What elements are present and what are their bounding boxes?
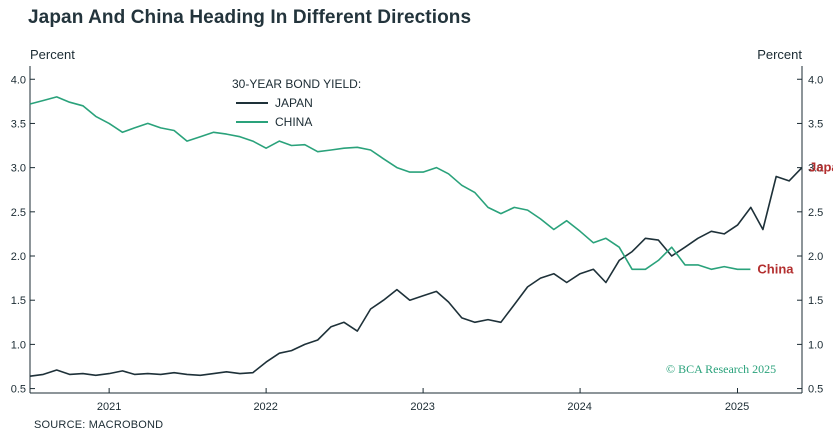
japan-end-label: Japan <box>809 160 833 175</box>
y-tick-label-left: 4.0 <box>11 74 26 86</box>
y-tick-label-left: 3.5 <box>11 118 26 130</box>
y-tick-label-left: 1.5 <box>11 295 26 307</box>
y-tick-label-right: 2.5 <box>808 207 823 219</box>
y-tick-label-right: 1.5 <box>808 295 823 307</box>
x-tick-label: 2022 <box>253 401 277 413</box>
y-tick-label-right: 0.5 <box>808 384 823 396</box>
y-tick-label-right: 1.0 <box>808 339 823 351</box>
x-tick-label: 2021 <box>97 401 121 413</box>
y-tick-label-right: 3.5 <box>808 118 823 130</box>
legend-label-japan: JAPAN <box>275 96 313 110</box>
x-tick-label: 2023 <box>410 401 434 413</box>
source-note: SOURCE: MACROBOND <box>34 419 164 431</box>
y-tick-label-right: 4.0 <box>808 74 823 86</box>
y-tick-label-right: 2.0 <box>808 251 823 263</box>
china-end-label: China <box>757 261 794 276</box>
right-axis-unit: Percent <box>757 47 802 62</box>
y-tick-label-left: 2.0 <box>11 251 26 263</box>
y-tick-label-right: 3.0 <box>808 163 823 175</box>
legend-title: 30-YEAR BOND YIELD: <box>232 77 361 91</box>
x-tick-label: 2024 <box>567 401 591 413</box>
credit-text: © BCA Research 2025 <box>666 362 777 376</box>
left-axis-unit: Percent <box>30 47 75 62</box>
legend-label-china: CHINA <box>275 115 312 129</box>
x-tick-label: 2025 <box>725 401 749 413</box>
y-tick-label-left: 1.0 <box>11 339 26 351</box>
y-tick-label-left: 3.0 <box>11 163 26 175</box>
y-tick-label-left: 0.5 <box>11 384 26 396</box>
china-line <box>29 96 751 271</box>
y-tick-label-left: 2.5 <box>11 207 26 219</box>
chart-title: Japan And China Heading In Different Dir… <box>28 7 472 28</box>
japan-line <box>29 167 803 377</box>
